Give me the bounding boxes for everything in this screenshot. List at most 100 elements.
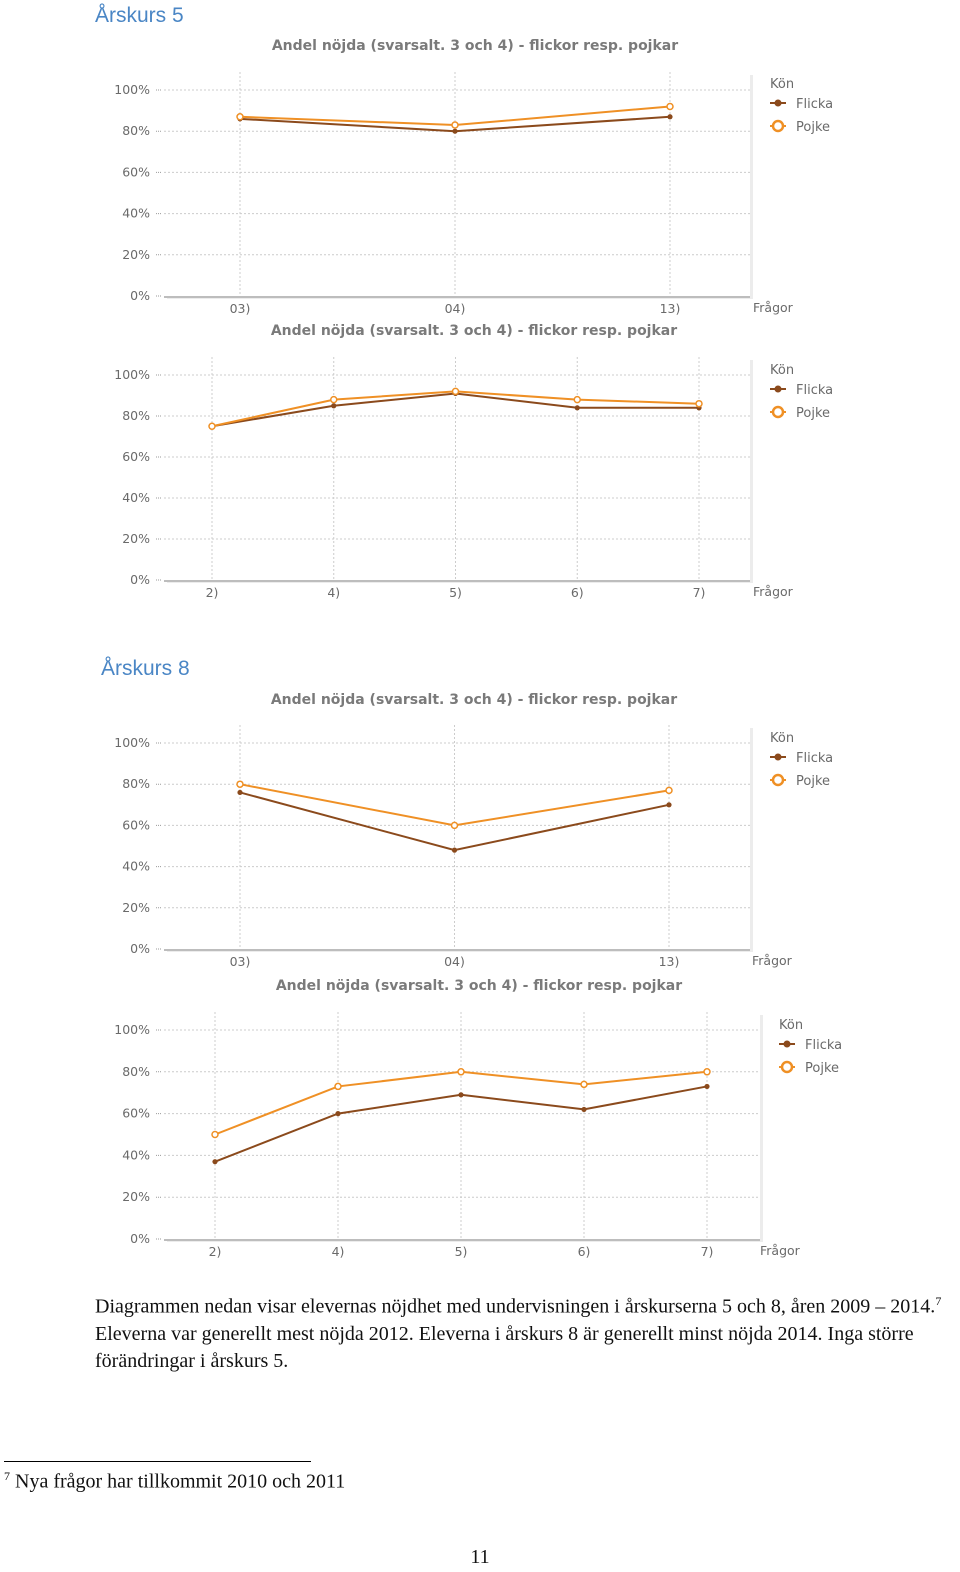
legend-marker-pojke [771, 119, 785, 133]
legend-label-pojke: Pojke [805, 1061, 839, 1076]
legend-label-flicka: Flicka [805, 1038, 842, 1053]
y-tick-label: 80% [122, 1064, 150, 1079]
data-point-flicka [331, 403, 337, 409]
y-tick-label: 20% [122, 247, 150, 262]
x-tick-label: 4) [327, 585, 340, 600]
data-point-flicka [212, 1159, 218, 1165]
y-tick-label: 60% [122, 449, 150, 464]
x-axis-label: Frågor [752, 953, 793, 968]
x-tick-label: 04) [445, 301, 466, 316]
data-point-flicka [704, 1083, 710, 1090]
y-tick-label: 0% [130, 572, 150, 587]
data-point-pojke [451, 387, 460, 396]
data-point-pojke [580, 1080, 588, 1089]
y-tick-label: 60% [122, 164, 150, 179]
footnote: 7 Nya frågor har tillkommit 2010 och 201… [4, 1469, 345, 1494]
y-tick-label: 40% [122, 859, 150, 874]
chart-svg: Andel nöjda (svarsalt. 3 och 4) - flicko… [114, 692, 833, 969]
legend-label-flicka: Flicka [796, 97, 833, 112]
chart-svg: Andel nöjda (svarsalt. 3 och 4) - flicko… [114, 38, 833, 316]
chart-svg: Andel nöjda (svarsalt. 3 och 4) - flicko… [114, 978, 842, 1259]
summary-text-part2: Eleverna var generellt mest nöjda 2012. … [95, 1322, 914, 1372]
page-number: 11 [470, 1546, 490, 1568]
x-tick-label: 13) [659, 954, 680, 969]
data-point-flicka [237, 789, 243, 796]
x-tick-label: 7) [693, 585, 706, 600]
summary-paragraph: Diagrammen nedan visar elevernas nöjdhet… [95, 1288, 960, 1375]
y-tick-label: 20% [122, 900, 150, 915]
legend-label-pojke: Pojke [796, 120, 830, 135]
y-tick-label: 80% [122, 776, 150, 791]
x-tick-label: 7) [701, 1244, 714, 1259]
y-tick-label: 0% [130, 1231, 150, 1246]
y-tick-label: 40% [122, 1147, 150, 1162]
summary-text-part1: Diagrammen nedan visar elevernas nöjdhet… [95, 1295, 936, 1318]
x-tick-label: 04) [444, 954, 465, 969]
x-axis-label: Frågor [753, 584, 794, 599]
legend-title: Kön [770, 77, 794, 92]
x-tick-label: 03) [230, 301, 251, 316]
data-point-flicka [452, 128, 458, 134]
chart-arskurs8-questions-2-7: Andel nöjda (svarsalt. 3 och 4) - flicko… [0, 972, 960, 1268]
legend-marker-pojke [771, 405, 785, 419]
x-tick-label: 4) [332, 1244, 345, 1259]
data-point-pojke [334, 1082, 342, 1091]
footnote-reference: 7 [935, 1294, 942, 1308]
y-tick-label: 40% [122, 206, 150, 221]
chart-title: Andel nöjda (svarsalt. 3 och 4) - flicko… [276, 978, 682, 994]
y-tick-label: 80% [122, 408, 150, 423]
data-point-flicka [451, 847, 458, 853]
legend-title: Kön [770, 363, 794, 378]
legend-marker-flicka [774, 753, 782, 761]
legend-marker-flicka [774, 385, 782, 393]
section-title-arskurs-8: Årskurs 8 [101, 657, 190, 680]
y-tick-label: 40% [122, 490, 150, 505]
data-point-pojke [665, 786, 673, 795]
legend-marker-pojke [771, 773, 785, 787]
legend-label-pojke: Pojke [796, 774, 830, 789]
chart-title: Andel nöjda (svarsalt. 3 och 4) - flicko… [271, 323, 677, 339]
data-point-flicka [666, 802, 672, 808]
section-title-arskurs-5: Årskurs 5 [95, 4, 184, 27]
data-point-pojke [666, 102, 674, 111]
x-tick-label: 5) [449, 585, 462, 600]
x-tick-label: 5) [455, 1244, 468, 1259]
plot-area [164, 725, 750, 949]
legend-label-flicka: Flicka [796, 383, 833, 398]
data-point-pojke [457, 1068, 465, 1076]
legend-marker-pojke [780, 1060, 794, 1074]
plot-area [164, 72, 750, 296]
chart-svg: Andel nöjda (svarsalt. 3 och 4) - flicko… [114, 323, 833, 600]
x-tick-label: 03) [230, 954, 251, 969]
x-tick-label: 2) [206, 585, 219, 600]
chart-arskurs8-questions-03-13: Andel nöjda (svarsalt. 3 och 4) - flicko… [0, 686, 960, 972]
footnote-text: Nya frågor har tillkommit 2010 och 2011 [10, 1470, 346, 1493]
legend-title: Kön [779, 1018, 803, 1033]
data-point-pojke [236, 113, 244, 121]
x-tick-label: 2) [209, 1244, 222, 1259]
data-point-pojke [703, 1068, 711, 1076]
data-point-pojke [695, 399, 703, 408]
data-point-pojke [236, 780, 244, 788]
legend-marker-flicka [783, 1040, 791, 1048]
x-tick-label: 13) [660, 301, 681, 316]
data-point-pojke [208, 422, 216, 430]
data-point-pojke [330, 395, 338, 404]
x-axis-label: Frågor [760, 1243, 801, 1258]
y-tick-label: 0% [130, 941, 150, 956]
y-tick-label: 60% [122, 1106, 150, 1121]
chart-arskurs5-questions-2-7: Andel nöjda (svarsalt. 3 och 4) - flicko… [0, 318, 960, 608]
data-point-flicka [335, 1111, 341, 1117]
chart-title: Andel nöjda (svarsalt. 3 och 4) - flicko… [272, 38, 678, 54]
chart-title: Andel nöjda (svarsalt. 3 och 4) - flicko… [271, 692, 677, 708]
legend-marker-flicka [774, 99, 782, 107]
y-tick-label: 100% [114, 82, 150, 97]
x-tick-label: 6) [571, 585, 584, 600]
footnote-number: 7 [4, 1469, 10, 1483]
y-tick-label: 20% [122, 1189, 150, 1204]
y-tick-label: 0% [130, 288, 150, 303]
y-tick-label: 80% [122, 123, 150, 138]
plot-area [164, 1012, 760, 1239]
x-axis-label: Frågor [753, 300, 794, 315]
data-point-flicka [581, 1106, 587, 1113]
